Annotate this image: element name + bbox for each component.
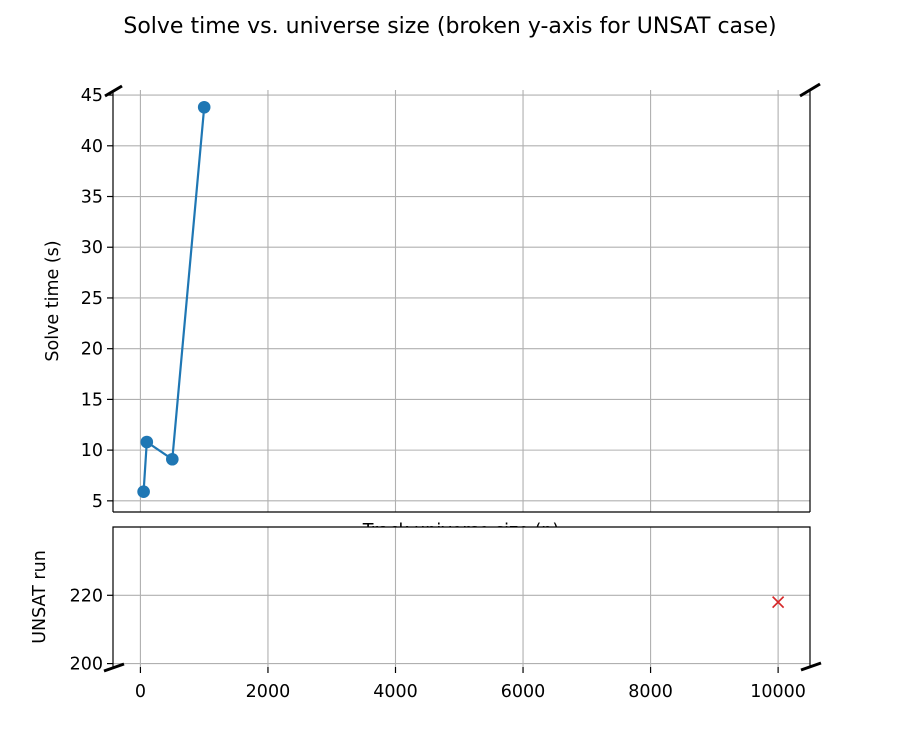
y-tick-label: 30 <box>81 238 103 258</box>
y-tick-label: 5 <box>92 492 103 512</box>
break-mark-top-right <box>799 82 821 98</box>
bottom-y-axis-label: UNSAT run <box>30 550 50 644</box>
data-point <box>166 452 179 466</box>
y-tick-label: 20 <box>81 340 103 360</box>
top-y-axis-label: Solve time (s) <box>43 240 63 361</box>
y-tick-label: 15 <box>81 390 103 410</box>
y-tick-label: 45 <box>81 86 103 106</box>
break-mark-bottom-right <box>800 661 822 672</box>
axis-break-marks <box>103 82 822 673</box>
x-ticks: 0 2000 4000 6000 8000 10000 <box>135 667 806 702</box>
data-point <box>137 485 150 499</box>
y-tick-label: 200 <box>70 655 103 675</box>
break-mark-top-left <box>104 84 123 98</box>
data-point <box>197 100 211 114</box>
break-mark-bottom-left <box>103 662 125 673</box>
y-tick-label: 10 <box>81 441 103 461</box>
bottom-y-ticks: 200 220 <box>70 586 113 675</box>
top-y-ticks: 5 10 15 20 25 30 35 40 45 <box>81 86 113 512</box>
x-tick-label: 4000 <box>373 682 418 702</box>
bottom-panel: 200 220 UNSAT run 0 2000 4000 6000 8000 10000 <box>30 526 811 702</box>
unsat-marker <box>772 596 785 609</box>
y-tick-label: 220 <box>70 586 103 606</box>
y-tick-label: 40 <box>81 137 103 157</box>
series-line <box>142 107 206 492</box>
bottom-spines <box>112 526 811 667</box>
chart-title: Solve time vs. universe size (broken y-a… <box>123 14 776 39</box>
x-tick-label: 0 <box>135 682 146 702</box>
y-tick-label: 35 <box>81 188 103 208</box>
bottom-gridlines <box>113 527 810 667</box>
top-gridlines <box>113 90 810 512</box>
bottom-series <box>772 596 785 609</box>
top-spines <box>112 90 811 513</box>
y-tick-label: 25 <box>81 289 103 309</box>
x-tick-label: 10000 <box>750 682 806 702</box>
x-tick-label: 2000 <box>246 682 291 702</box>
data-point <box>140 435 154 449</box>
x-tick-label: 6000 <box>501 682 546 702</box>
bottom-panel-background <box>113 527 810 667</box>
x-tick-label: 8000 <box>628 682 673 702</box>
top-series <box>137 100 211 499</box>
